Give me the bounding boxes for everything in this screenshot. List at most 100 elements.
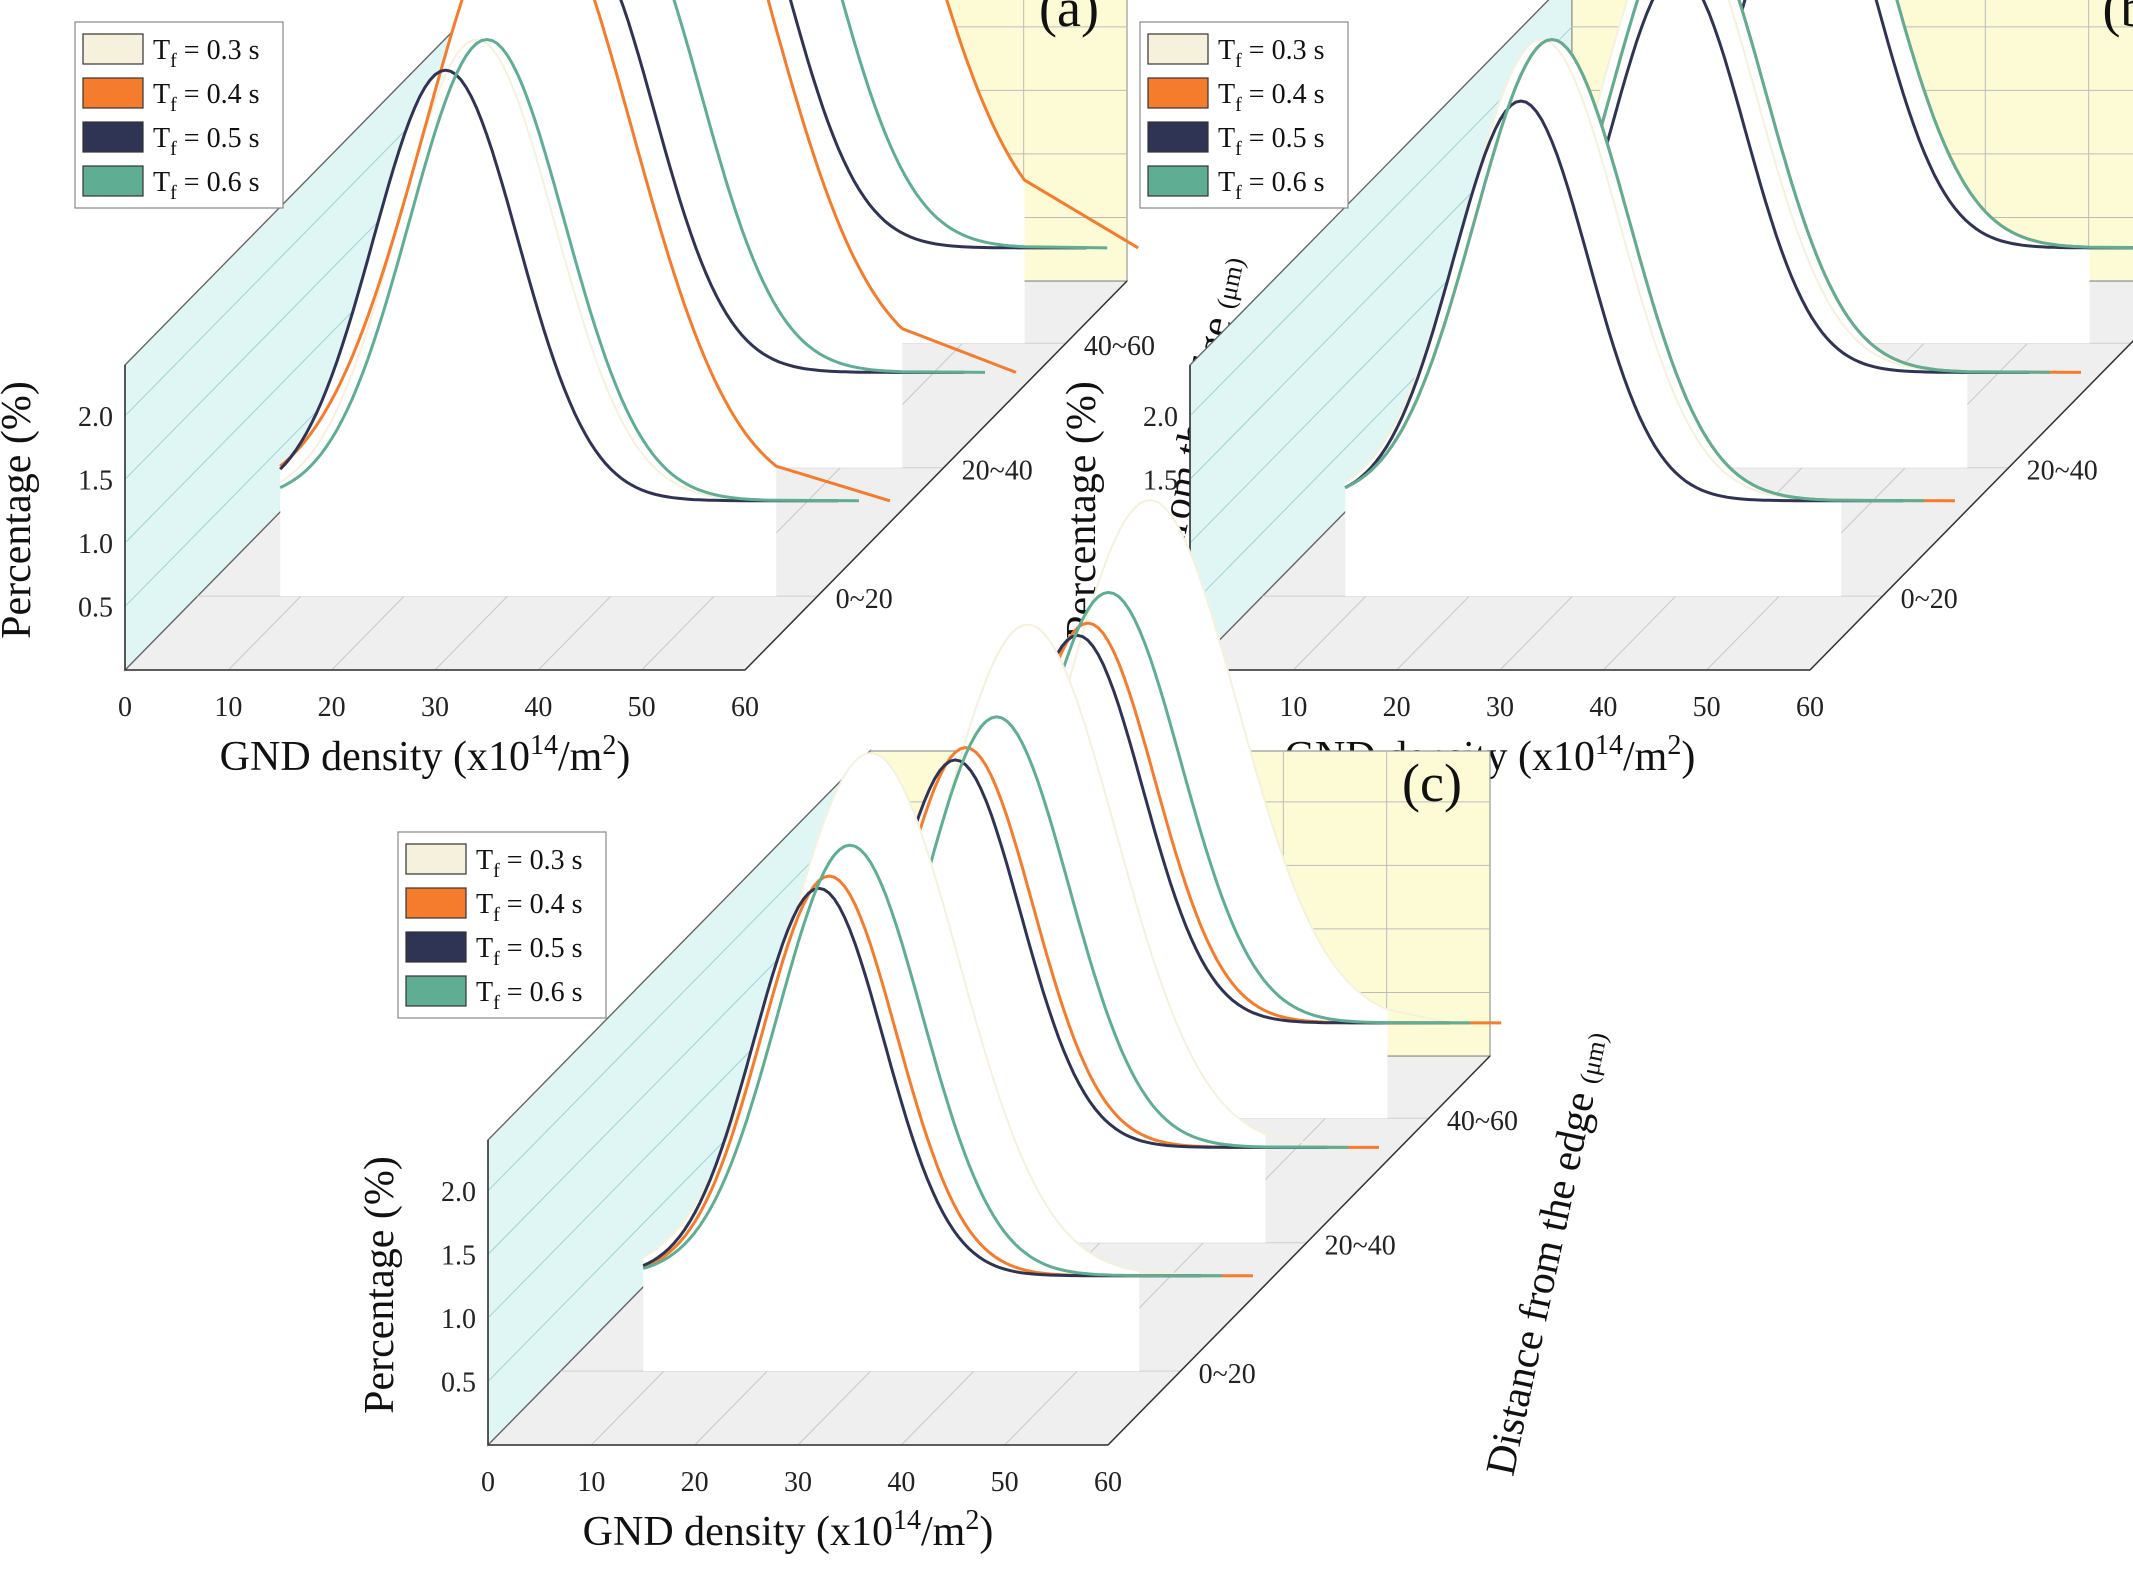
legend-entry: Tf = 0.6 s (1218, 167, 1324, 204)
legend-swatch (405, 931, 467, 963)
legend-entry: Tf = 0.5 s (1218, 123, 1324, 160)
y-axis-title: Percentage (%) (0, 381, 40, 639)
legend-swatch (1147, 77, 1209, 109)
legend-entry-value: = 0.4 s (177, 79, 260, 110)
z-axis-title-text: Distance from the edge (1478, 1077, 1606, 1479)
y-tick-label: 1.0 (78, 529, 113, 560)
legend-entry-sub: f (1235, 182, 1242, 204)
legend-entry-T: T (1218, 35, 1235, 66)
legend-entry: Tf = 0.4 s (153, 79, 259, 116)
x-tick-label: 10 (1279, 692, 1307, 723)
floor-grid-line (1602, 280, 1986, 671)
x-tick-label: 20 (1383, 692, 1411, 723)
x-axis-title-part: ) (616, 734, 630, 780)
curve-fill (1345, 39, 1842, 597)
legend-entry-sub: f (170, 182, 177, 204)
x-tick-label: 0 (118, 692, 132, 723)
x-axis-title-part: ) (1681, 734, 1695, 780)
legend-entry-T: T (1218, 167, 1235, 198)
legend-entry: Tf = 0.5 s (476, 933, 582, 970)
z-category-label: 20~40 (962, 456, 1033, 487)
z-axis-title: Distance from the edge (μm) (1478, 1027, 1617, 1479)
x-axis-title: GND density (x1014/m2) (220, 730, 631, 780)
legend-entry-T: T (476, 933, 493, 964)
legend-entry-sub: f (170, 50, 177, 72)
x-tick-label: 40 (524, 692, 552, 723)
legend-entry-value: = 0.5 s (500, 933, 583, 964)
x-axis-title: GND density (x1014/m2) (583, 1505, 994, 1555)
z-category-label: 20~40 (2027, 456, 2098, 487)
series-line-3-row-1 (279, 68, 839, 503)
y-tick-label: 2.0 (441, 1177, 476, 1208)
legend-swatch (82, 121, 144, 153)
legend-entry-sub: f (493, 860, 500, 882)
legend-entry-value: = 0.6 s (177, 167, 260, 198)
x-axis-title-part: 14 (1595, 730, 1623, 761)
floor-grid-line (1004, 1055, 1388, 1446)
legend-entry-value: = 0.3 s (1242, 35, 1325, 66)
x-axis-title-part: GND density (x10 (583, 1509, 893, 1555)
legend: Tf = 0.3 sTf = 0.4 sTf = 0.5 sTf = 0.6 s (74, 21, 284, 209)
legend-swatch (1147, 165, 1209, 197)
chart-panel-2: 01020304050600.51.01.52.00~2020~4040~60G… (1059, 0, 2133, 780)
series-line-1-row-1 (279, 38, 839, 502)
x-tick-label: 20 (681, 1467, 709, 1498)
legend-entry-T: T (476, 889, 493, 920)
x-tick-label: 0 (481, 1467, 495, 1498)
curve-fill (280, 0, 777, 597)
x-axis-title-part: /m (1623, 734, 1668, 780)
floor-grid-line (641, 280, 1025, 671)
legend-entry: Tf = 0.3 s (153, 35, 259, 72)
panel-label: (c) (1402, 753, 1462, 813)
legend-entry-value: = 0.5 s (1242, 123, 1325, 154)
y-tick-label: 2.0 (1143, 402, 1178, 433)
legend: Tf = 0.3 sTf = 0.4 sTf = 0.5 sTf = 0.6 s (1139, 21, 1349, 209)
floor-grid-line (1706, 280, 2090, 671)
legend-entry: Tf = 0.3 s (1218, 35, 1324, 72)
chart-panel-1: 0 10 20 30 40 50 60 0.5 1.0 1.5 2.0 0~20 20~40 40~60 G… (0, 0, 1250, 780)
x-axis-title-part: GND density (x10 (220, 734, 530, 780)
legend-entry-value: = 0.6 s (1242, 167, 1325, 198)
series-line-3-row-1 (1344, 99, 1904, 503)
x-axis-title-part: 14 (530, 730, 558, 761)
legend-swatch (1147, 121, 1209, 153)
y-axis-title: Percentage (%) (357, 1156, 403, 1414)
legend-entry-sub: f (170, 94, 177, 116)
legend-entry-value: = 0.3 s (500, 845, 583, 876)
legend-swatch (82, 33, 144, 65)
legend-entry-T: T (1218, 79, 1235, 110)
legend-entry: Tf = 0.4 s (1218, 79, 1324, 116)
z-category-label: 0~20 (836, 584, 893, 615)
legend-entry-sub: f (1235, 50, 1242, 72)
z-axis-unit: (μm) (1211, 255, 1250, 311)
series-line-4-row-1 (642, 843, 1222, 1278)
legend-entry-T: T (153, 123, 170, 154)
x-tick-label: 30 (421, 692, 449, 723)
chart-panel-3: 0 10 20 30 40 50 60 0.5 1.0 1.5 2.0 0~20 20~40 40~60 G… (357, 499, 1617, 1555)
y-tick-label: 0.5 (78, 592, 113, 623)
x-tick-label: 40 (1589, 692, 1617, 723)
legend-entry: Tf = 0.6 s (476, 977, 582, 1014)
wall-grid-line (487, 801, 871, 1192)
legend-entry-T: T (153, 167, 170, 198)
legend-entry: Tf = 0.3 s (476, 845, 582, 882)
series-line-1-row-1 (642, 751, 1202, 1277)
x-axis-title-part: 2 (965, 1505, 979, 1536)
legend-swatch (82, 77, 144, 109)
x-axis-title-part: ) (979, 1509, 993, 1555)
x-tick-label: 50 (991, 1467, 1019, 1498)
z-axis-line (744, 280, 1128, 671)
x-tick-label: 10 (214, 692, 242, 723)
z-category-label: 40~60 (1447, 1106, 1518, 1137)
y-tick-label: 1.5 (1143, 465, 1178, 496)
z-axis-unit: (μm) (1574, 1030, 1613, 1086)
y-tick-label: 2.0 (78, 402, 113, 433)
legend-entry: Tf = 0.5 s (153, 123, 259, 160)
legend-entry-value: = 0.5 s (177, 123, 260, 154)
legend-entry-sub: f (493, 992, 500, 1014)
x-tick-label: 40 (887, 1467, 915, 1498)
legend-entry-value: = 0.6 s (500, 977, 583, 1008)
series-line-4-row-1 (1344, 37, 1924, 503)
legend-swatch (405, 843, 467, 875)
